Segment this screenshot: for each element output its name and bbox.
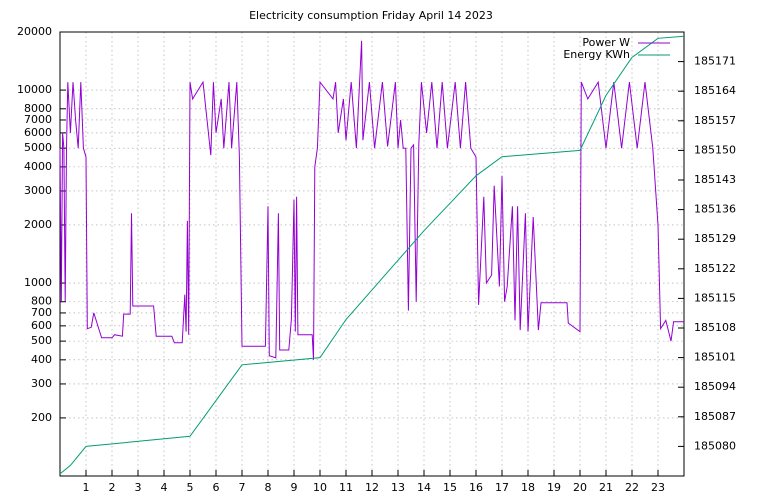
legend-label: Energy KWh (563, 48, 630, 61)
y2-tick-label: 185157 (694, 114, 736, 127)
y2-tick-label: 185136 (694, 203, 736, 216)
x-tick-label: 13 (391, 481, 405, 494)
x-tick-label: 4 (161, 481, 168, 494)
x-tick-label: 14 (417, 481, 431, 494)
x-tick-label: 15 (443, 481, 457, 494)
x-tick-label: 9 (291, 481, 298, 494)
y-tick-label: 4000 (24, 160, 52, 173)
x-tick-label: 2 (109, 481, 116, 494)
y2-tick-label: 185108 (694, 321, 736, 334)
y-tick-label: 5000 (24, 141, 52, 154)
y2-tick-label: 185122 (694, 262, 736, 275)
y2-tick-label: 185101 (694, 351, 736, 364)
y2-tick-label: 185115 (694, 291, 736, 304)
y-tick-label: 600 (31, 319, 52, 332)
y-tick-label: 3000 (24, 184, 52, 197)
y-tick-label: 200 (31, 411, 52, 424)
y2-tick-label: 185164 (694, 84, 736, 97)
y2-tick-label: 185080 (694, 439, 736, 452)
plot-frame (59, 31, 685, 477)
series-line (59, 40, 684, 360)
x-tick-label: 8 (265, 481, 272, 494)
x-tick-label: 16 (469, 481, 483, 494)
x-tick-label: 20 (573, 481, 587, 494)
x-tick-label: 22 (625, 481, 639, 494)
x-tick-label: 5 (187, 481, 194, 494)
y2-tick-label: 185094 (694, 380, 736, 393)
y-tick-label: 6000 (24, 126, 52, 139)
x-tick-label: 19 (547, 481, 561, 494)
y-tick-label: 400 (31, 353, 52, 366)
x-tick-label: 12 (365, 481, 379, 494)
x-tick-label: 3 (135, 481, 142, 494)
y-tick-label: 500 (31, 334, 52, 347)
x-tick-label: 1 (83, 481, 90, 494)
y-tick-label: 2000 (24, 218, 52, 231)
chart-title: Electricity consumption Friday April 14 … (249, 9, 493, 22)
x-tick-label: 11 (339, 481, 353, 494)
x-tick-label: 18 (521, 481, 535, 494)
y-tick-label: 8000 (24, 102, 52, 115)
y2-tick-label: 185129 (694, 232, 736, 245)
x-tick-label: 17 (495, 481, 509, 494)
y2-tick-label: 185143 (694, 173, 736, 186)
y-tick-label: 7000 (24, 113, 52, 126)
y2-tick-label: 185171 (694, 55, 736, 68)
y-tick-label: 300 (31, 377, 52, 390)
x-tick-label: 7 (239, 481, 246, 494)
series-line (59, 35, 685, 475)
x-tick-label: 10 (313, 481, 327, 494)
x-tick-label: 21 (599, 481, 613, 494)
y-tick-label: 1000 (24, 276, 52, 289)
x-tick-label: 6 (213, 481, 220, 494)
y-tick-label: 700 (31, 306, 52, 319)
legend-label: Power W (582, 36, 630, 49)
y-tick-label: 20000 (17, 25, 52, 38)
y-tick-label: 800 (31, 295, 52, 308)
y-tick-label: 10000 (17, 83, 52, 96)
x-tick-label: 23 (651, 481, 665, 494)
y2-tick-label: 185150 (694, 143, 736, 156)
y2-tick-label: 185087 (694, 410, 736, 423)
